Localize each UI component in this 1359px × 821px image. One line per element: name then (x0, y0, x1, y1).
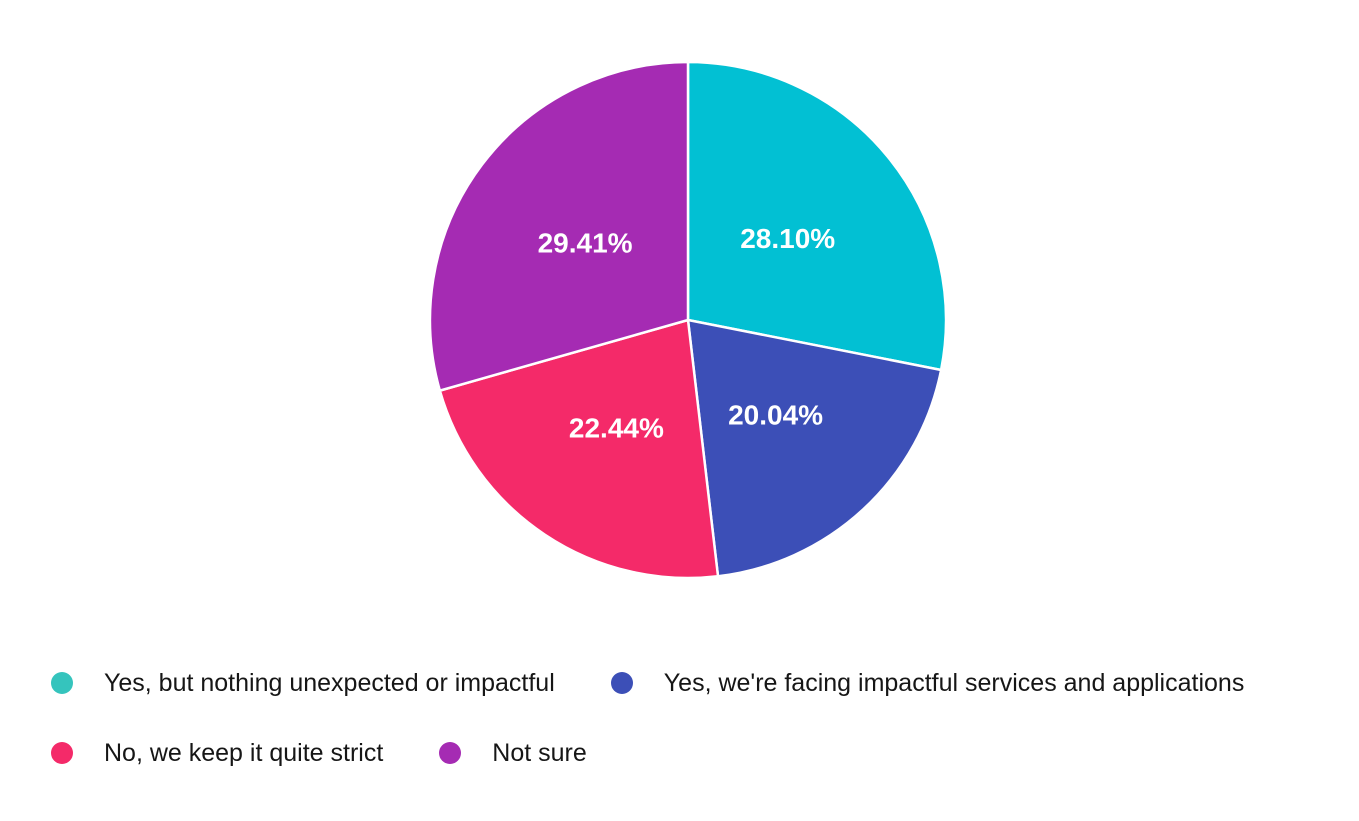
legend-label: Yes, but nothing unexpected or impactful (104, 669, 555, 697)
legend-item-not-sure[interactable]: Not sure (439, 736, 587, 770)
pie-slice-value-label: 29.41% (538, 227, 633, 258)
legend-dot-icon (51, 672, 73, 694)
pie-slice-1[interactable] (686, 318, 943, 578)
legend-label: No, we keep it quite strict (104, 739, 384, 767)
pie-slice-0[interactable] (686, 60, 948, 372)
legend-row-2: No, we keep it quite strict Not sure (51, 736, 1244, 770)
legend-dot-icon (610, 672, 633, 694)
legend-item-keep-strict[interactable]: No, we keep it quite strict (51, 736, 383, 770)
legend-row-1: Yes, but nothing unexpected or impactful… (51, 666, 1244, 700)
pie-slice-value-label: 28.10% (740, 223, 835, 254)
pie-slice-3[interactable] (428, 60, 690, 392)
legend-label: Yes, we're facing impactful services and… (663, 669, 1245, 697)
legend-dot-icon (51, 742, 73, 764)
legend-dot-icon (439, 742, 462, 764)
legend-label: Not sure (492, 739, 587, 767)
legend-item-nothing-unexpected[interactable]: Yes, but nothing unexpected or impactful (51, 666, 555, 700)
chart-legend: Yes, but nothing unexpected or impactful… (51, 666, 1244, 770)
pie-slice-value-label: 22.44% (569, 412, 664, 443)
pie-slice-value-label: 20.04% (728, 400, 823, 431)
legend-item-facing-impactful[interactable]: Yes, we're facing impactful services and… (610, 666, 1245, 700)
pie-slice-2[interactable] (438, 318, 720, 580)
pie-chart: 28.10% 20.04% 22.44% 29.41% (428, 60, 948, 580)
